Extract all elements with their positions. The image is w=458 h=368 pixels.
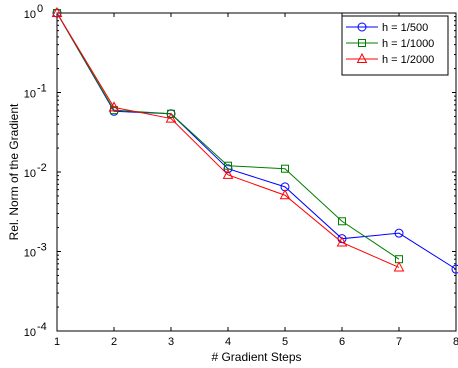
legend-item: h = 1/1000 [346,38,434,50]
x-tick-label: 2 [111,336,117,348]
data-point [336,236,348,247]
legend-item: h = 1/2000 [346,52,434,66]
y-tick-label-exponent: -2 [37,162,47,174]
data-point [393,261,405,272]
y-tick-label-base: 10 [24,89,36,101]
data-point [338,217,346,226]
data-point [108,101,120,112]
legend-label: h = 1/1000 [382,38,434,50]
series-3 [51,6,405,272]
legend-label: h = 1/2000 [382,54,434,66]
data-point [165,112,177,123]
y-axis-label: Rel. Norm of the Gradient [7,103,21,240]
data-point [51,6,63,17]
x-tick-label: 8 [453,336,458,348]
y-tick-label: 10 0 [24,3,43,21]
x-tick-label: 7 [396,336,402,348]
data-point [222,168,234,179]
legend-marker [357,22,367,32]
y-tick-label-exponent: -4 [37,321,47,333]
data-point [394,228,404,238]
data-point [279,189,291,200]
y-tick-label: 10 -2 [24,162,47,180]
y-tick-label: 10 -3 [24,242,47,260]
y-tick-label-base: 10 [24,248,36,260]
x-tick-label: 3 [168,336,174,348]
legend-marker [356,52,368,63]
data-point [167,109,175,118]
legend-label: h = 1/500 [382,22,428,34]
x-tick-label: 6 [339,336,345,348]
x-axis-label: # Gradient Steps [211,350,301,364]
y-tick-label-base: 10 [24,327,36,339]
y-tick-label-base: 10 [24,9,36,21]
legend: h = 1/500 h = 1/1000 h = 1/2000 [341,15,449,76]
series-line [56,12,400,260]
data-point [281,164,289,173]
legend-box [341,15,449,76]
series-line [56,12,400,268]
y-tick-label: 10 -1 [24,83,47,101]
y-tick-label-exponent: -1 [37,83,47,95]
y-tick-label-base: 10 [24,168,36,180]
series-line [56,12,457,270]
legend-marker [358,39,366,47]
y-tick-label: 10 -4 [24,321,47,339]
x-tick-label: 1 [54,336,60,348]
legend-item: h = 1/500 [346,22,428,34]
y-tick-label-exponent: -3 [37,242,47,254]
x-tick-label: 5 [282,336,288,348]
y-tick-label-exponent: 0 [37,3,43,15]
data-point [451,264,458,274]
x-tick-label: 4 [225,336,231,348]
series-layer [51,6,458,274]
